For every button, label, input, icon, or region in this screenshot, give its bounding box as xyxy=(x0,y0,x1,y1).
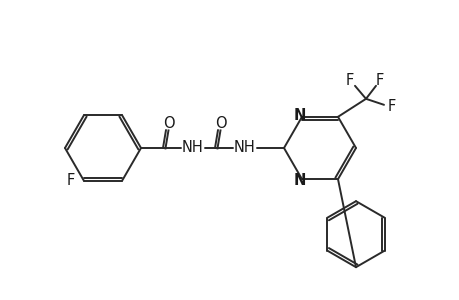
Text: F: F xyxy=(345,73,353,88)
Text: NH: NH xyxy=(182,140,203,155)
Text: O: O xyxy=(163,116,174,131)
Text: F: F xyxy=(375,73,383,88)
Text: N: N xyxy=(293,173,306,188)
Text: F: F xyxy=(387,99,395,114)
Text: O: O xyxy=(215,116,226,131)
Text: N: N xyxy=(293,108,306,123)
Text: F: F xyxy=(67,173,75,188)
Text: NH: NH xyxy=(234,140,255,155)
